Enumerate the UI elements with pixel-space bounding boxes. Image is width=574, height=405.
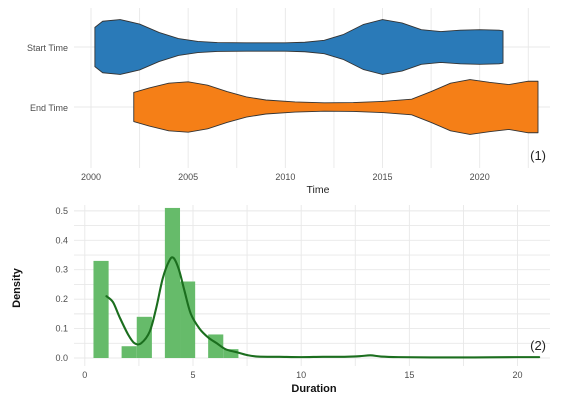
- violin-x-axis-title: Time: [307, 184, 330, 196]
- histogram-x-axis-title: Duration: [291, 383, 337, 395]
- violin-category-label-end-time: End Time: [30, 103, 68, 113]
- histogram-x-tick-label: 15: [404, 370, 414, 380]
- violin-start-time: [94, 19, 504, 75]
- histogram-bar: [121, 346, 137, 358]
- density-curve: [105, 256, 541, 359]
- histogram-y-tick-label: 0.5: [55, 206, 68, 216]
- histogram-bars: [93, 207, 239, 358]
- violin-x-tick-label: 2000: [81, 172, 101, 182]
- histogram-panel: 0 5 10 15 20 0.0 0.1 0.2 0.3 0.4 0.5 Duration Den…: [11, 205, 550, 395]
- violin-end-time: [133, 79, 539, 135]
- histogram-bar: [136, 316, 152, 358]
- histogram-bar: [93, 260, 109, 358]
- violin-shapes: [94, 19, 539, 135]
- violin-x-tick-labels: 2000 2005 2010 2015 2020: [81, 172, 490, 182]
- histogram-y-tick-label: 0.2: [55, 294, 68, 304]
- histogram-y-tick-labels: 0.0 0.1 0.2 0.3 0.4 0.5: [55, 206, 68, 363]
- histogram-x-tick-labels: 0 5 10 15 20: [82, 370, 522, 380]
- histogram-x-tick-label: 20: [513, 370, 523, 380]
- histogram-bar: [223, 349, 239, 358]
- histogram-bar: [180, 281, 196, 358]
- histogram-bar: [164, 207, 181, 358]
- histogram-panel-tag: (2): [530, 338, 546, 353]
- histogram-y-tick-label: 0.0: [55, 353, 68, 363]
- violin-panel: Start Time End Time 2000 2005 2010 2015 2020…: [27, 8, 550, 196]
- violin-x-tick-label: 2005: [178, 172, 198, 182]
- violin-x-tick-label: 2020: [470, 172, 490, 182]
- histogram-y-axis-title: Density: [11, 267, 23, 308]
- histogram-x-tick-label: 10: [296, 370, 306, 380]
- violin-panel-tag: (1): [530, 148, 546, 163]
- histogram-y-tick-label: 0.4: [55, 235, 68, 245]
- histogram-x-tick-label: 0: [82, 370, 87, 380]
- violin-x-tick-label: 2015: [373, 172, 393, 182]
- histogram-y-tick-label: 0.3: [55, 265, 68, 275]
- violin-x-tick-label: 2010: [275, 172, 295, 182]
- histogram-x-tick-label: 5: [190, 370, 195, 380]
- violin-category-label-start-time: Start Time: [27, 43, 68, 53]
- histogram-y-tick-label: 0.1: [55, 324, 68, 334]
